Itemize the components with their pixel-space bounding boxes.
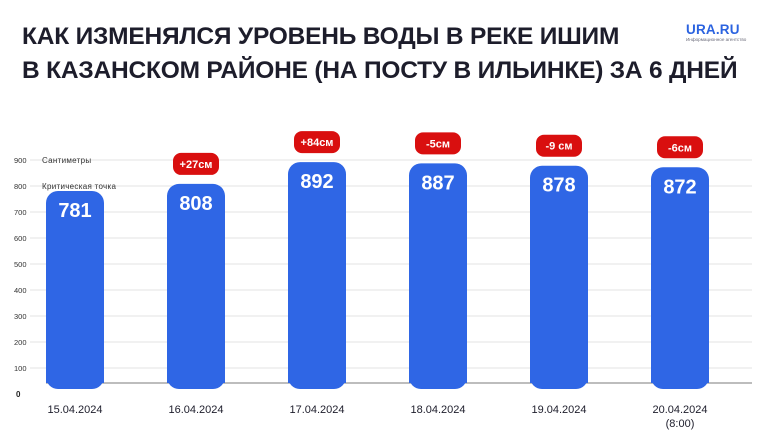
bar-value-label-4: 887 bbox=[421, 172, 454, 194]
change-badge-label-4: -5см bbox=[426, 138, 450, 150]
y-tick-label-100: 100 bbox=[14, 364, 27, 373]
logo-name: URA.RU bbox=[686, 22, 740, 37]
bar-base-3 bbox=[288, 377, 346, 383]
bar-base-6 bbox=[651, 377, 709, 383]
bar-19.04.2024 bbox=[530, 165, 588, 389]
y-tick-label-600: 600 bbox=[14, 234, 27, 243]
y-tick-label-500: 500 bbox=[14, 260, 27, 269]
bar-value-label-5: 878 bbox=[542, 175, 575, 197]
reference-label-1: Сантиметры bbox=[42, 156, 91, 165]
bar-16.04.2024 bbox=[167, 183, 225, 389]
ura-ru-logo: URA.RU Информационное агентство bbox=[686, 22, 748, 43]
y-tick-label-300: 300 bbox=[14, 312, 27, 321]
x-tick-label-6: 20.04.2024 bbox=[652, 404, 707, 416]
y-tick-label-400: 400 bbox=[14, 286, 27, 295]
x-tick-label-3: 17.04.2024 bbox=[289, 404, 344, 416]
x-tick-label-5: 19.04.2024 bbox=[531, 404, 586, 416]
change-badge-label-5: -9 см bbox=[545, 141, 572, 153]
bar-17.04.2024 bbox=[288, 162, 346, 389]
bar-base-2 bbox=[167, 377, 225, 383]
bar-15.04.2024 bbox=[46, 190, 104, 389]
y-tick-label-200: 200 bbox=[14, 338, 27, 347]
bar-base-1 bbox=[46, 377, 104, 383]
change-badge-label-3: +84см bbox=[301, 137, 334, 149]
x-tick-label-2: 16.04.2024 bbox=[168, 404, 223, 416]
x-tick-note-6: (8:00) bbox=[666, 418, 695, 430]
y-tick-label-700: 700 bbox=[14, 208, 27, 217]
bar-value-label-6: 872 bbox=[663, 176, 696, 198]
change-badge-6 bbox=[657, 136, 703, 159]
bar-18.04.2024 bbox=[409, 163, 467, 389]
bar-value-label-3: 892 bbox=[300, 171, 333, 193]
change-badge-4 bbox=[415, 132, 461, 155]
change-badge-5 bbox=[536, 134, 582, 157]
y-tick-label-900: 900 bbox=[14, 156, 27, 165]
chart-title: КАК ИЗМЕНЯЛСЯ УРОВЕНЬ ВОДЫ В РЕКЕ ИШИМ В… bbox=[22, 20, 738, 88]
chart-title-line-1: КАК ИЗМЕНЯЛСЯ УРОВЕНЬ ВОДЫ В РЕКЕ ИШИМ bbox=[22, 23, 620, 50]
chart-title-line-2: В КАЗАНСКОМ РАЙОНЕ (НА ПОСТУ В ИЛЬИНКЕ) … bbox=[22, 57, 738, 84]
x-tick-label-1: 15.04.2024 bbox=[47, 404, 102, 416]
logo-subtitle: Информационное агентство bbox=[686, 37, 747, 42]
bar-value-label-2: 808 bbox=[179, 193, 212, 215]
change-badge-2 bbox=[173, 152, 219, 175]
bar-base-4 bbox=[409, 377, 467, 383]
y-tick-label-800: 800 bbox=[14, 182, 27, 191]
x-tick-label-4: 18.04.2024 bbox=[410, 404, 465, 416]
bar-base-5 bbox=[530, 377, 588, 383]
change-badge-label-2: +27см bbox=[180, 159, 213, 171]
change-badge-3 bbox=[294, 131, 340, 154]
reference-label-2: Критическая точка bbox=[42, 182, 116, 191]
bar-value-label-1: 781 bbox=[58, 200, 91, 222]
change-badge-label-6: -6см bbox=[668, 142, 692, 154]
bar-20.04.2024 bbox=[651, 167, 709, 389]
y-tick-label-0: 0 bbox=[16, 390, 21, 399]
